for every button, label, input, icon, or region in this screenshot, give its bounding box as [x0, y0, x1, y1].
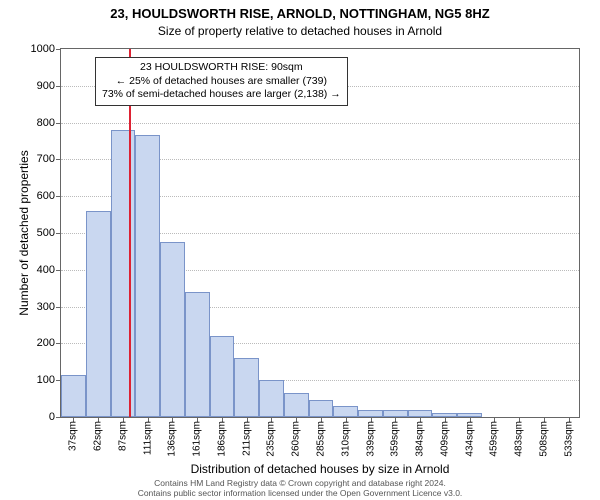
xtick-label: 285sqm [315, 417, 326, 457]
x-axis-label: Distribution of detached houses by size … [60, 462, 580, 476]
footer-line-1: Contains HM Land Registry data © Crown c… [0, 478, 600, 488]
plot-area: 0100200300400500600700800900100037sqm62s… [60, 48, 580, 418]
histogram-bar [234, 358, 259, 417]
xtick-label: 434sqm [464, 417, 475, 457]
ytick-label: 800 [37, 117, 61, 129]
histogram-bar [135, 135, 160, 417]
xtick-label: 62sqm [93, 417, 104, 451]
histogram-bar [61, 375, 86, 417]
xtick-label: 508sqm [538, 417, 549, 457]
y-axis-label-container: Number of detached properties [16, 48, 32, 418]
ytick-label: 200 [37, 337, 61, 349]
histogram-bar [259, 380, 284, 417]
histogram-bar [284, 393, 309, 417]
ytick-label: 300 [37, 301, 61, 313]
chart-container: 23, HOULDSWORTH RISE, ARNOLD, NOTTINGHAM… [0, 0, 600, 500]
y-axis-label: Number of detached properties [17, 150, 31, 315]
histogram-bar [408, 410, 433, 417]
xtick-label: 161sqm [192, 417, 203, 457]
xtick-label: 359sqm [390, 417, 401, 457]
ytick-label: 0 [49, 411, 61, 423]
ytick-label: 1000 [31, 43, 61, 55]
xtick-label: 37sqm [68, 417, 79, 451]
xtick-label: 310sqm [340, 417, 351, 457]
xtick-label: 533sqm [563, 417, 574, 457]
histogram-bar [185, 292, 210, 417]
ytick-label: 400 [37, 264, 61, 276]
annotation-line-2: ← 25% of detached houses are smaller (73… [102, 75, 341, 89]
chart-subtitle: Size of property relative to detached ho… [0, 24, 600, 38]
xtick-label: 459sqm [489, 417, 500, 457]
histogram-bar [383, 410, 408, 417]
histogram-bar [160, 242, 185, 417]
ytick-label: 700 [37, 153, 61, 165]
annotation-line-3: 73% of semi-detached houses are larger (… [102, 88, 341, 102]
annotation-box: 23 HOULDSWORTH RISE: 90sqm← 25% of detac… [95, 57, 348, 106]
histogram-bar [333, 406, 358, 417]
xtick-label: 260sqm [291, 417, 302, 457]
gridline [61, 123, 579, 124]
xtick-label: 384sqm [415, 417, 426, 457]
ytick-label: 600 [37, 190, 61, 202]
ytick-label: 100 [37, 374, 61, 386]
histogram-bar [210, 336, 235, 417]
chart-title: 23, HOULDSWORTH RISE, ARNOLD, NOTTINGHAM… [0, 6, 600, 21]
xtick-label: 339sqm [365, 417, 376, 457]
footer-attribution: Contains HM Land Registry data © Crown c… [0, 478, 600, 498]
xtick-label: 186sqm [216, 417, 227, 457]
annotation-line-1: 23 HOULDSWORTH RISE: 90sqm [102, 61, 341, 75]
histogram-bar [86, 211, 111, 417]
xtick-label: 111sqm [142, 417, 153, 455]
histogram-bar [358, 410, 383, 417]
ytick-label: 900 [37, 80, 61, 92]
xtick-label: 87sqm [117, 417, 128, 451]
footer-line-2: Contains public sector information licen… [0, 488, 600, 498]
xtick-label: 483sqm [514, 417, 525, 457]
xtick-label: 409sqm [439, 417, 450, 457]
xtick-label: 211sqm [241, 417, 252, 456]
histogram-bar [111, 130, 136, 417]
ytick-label: 500 [37, 227, 61, 239]
xtick-label: 136sqm [167, 417, 178, 457]
histogram-bar [309, 400, 334, 417]
xtick-label: 235sqm [266, 417, 277, 457]
